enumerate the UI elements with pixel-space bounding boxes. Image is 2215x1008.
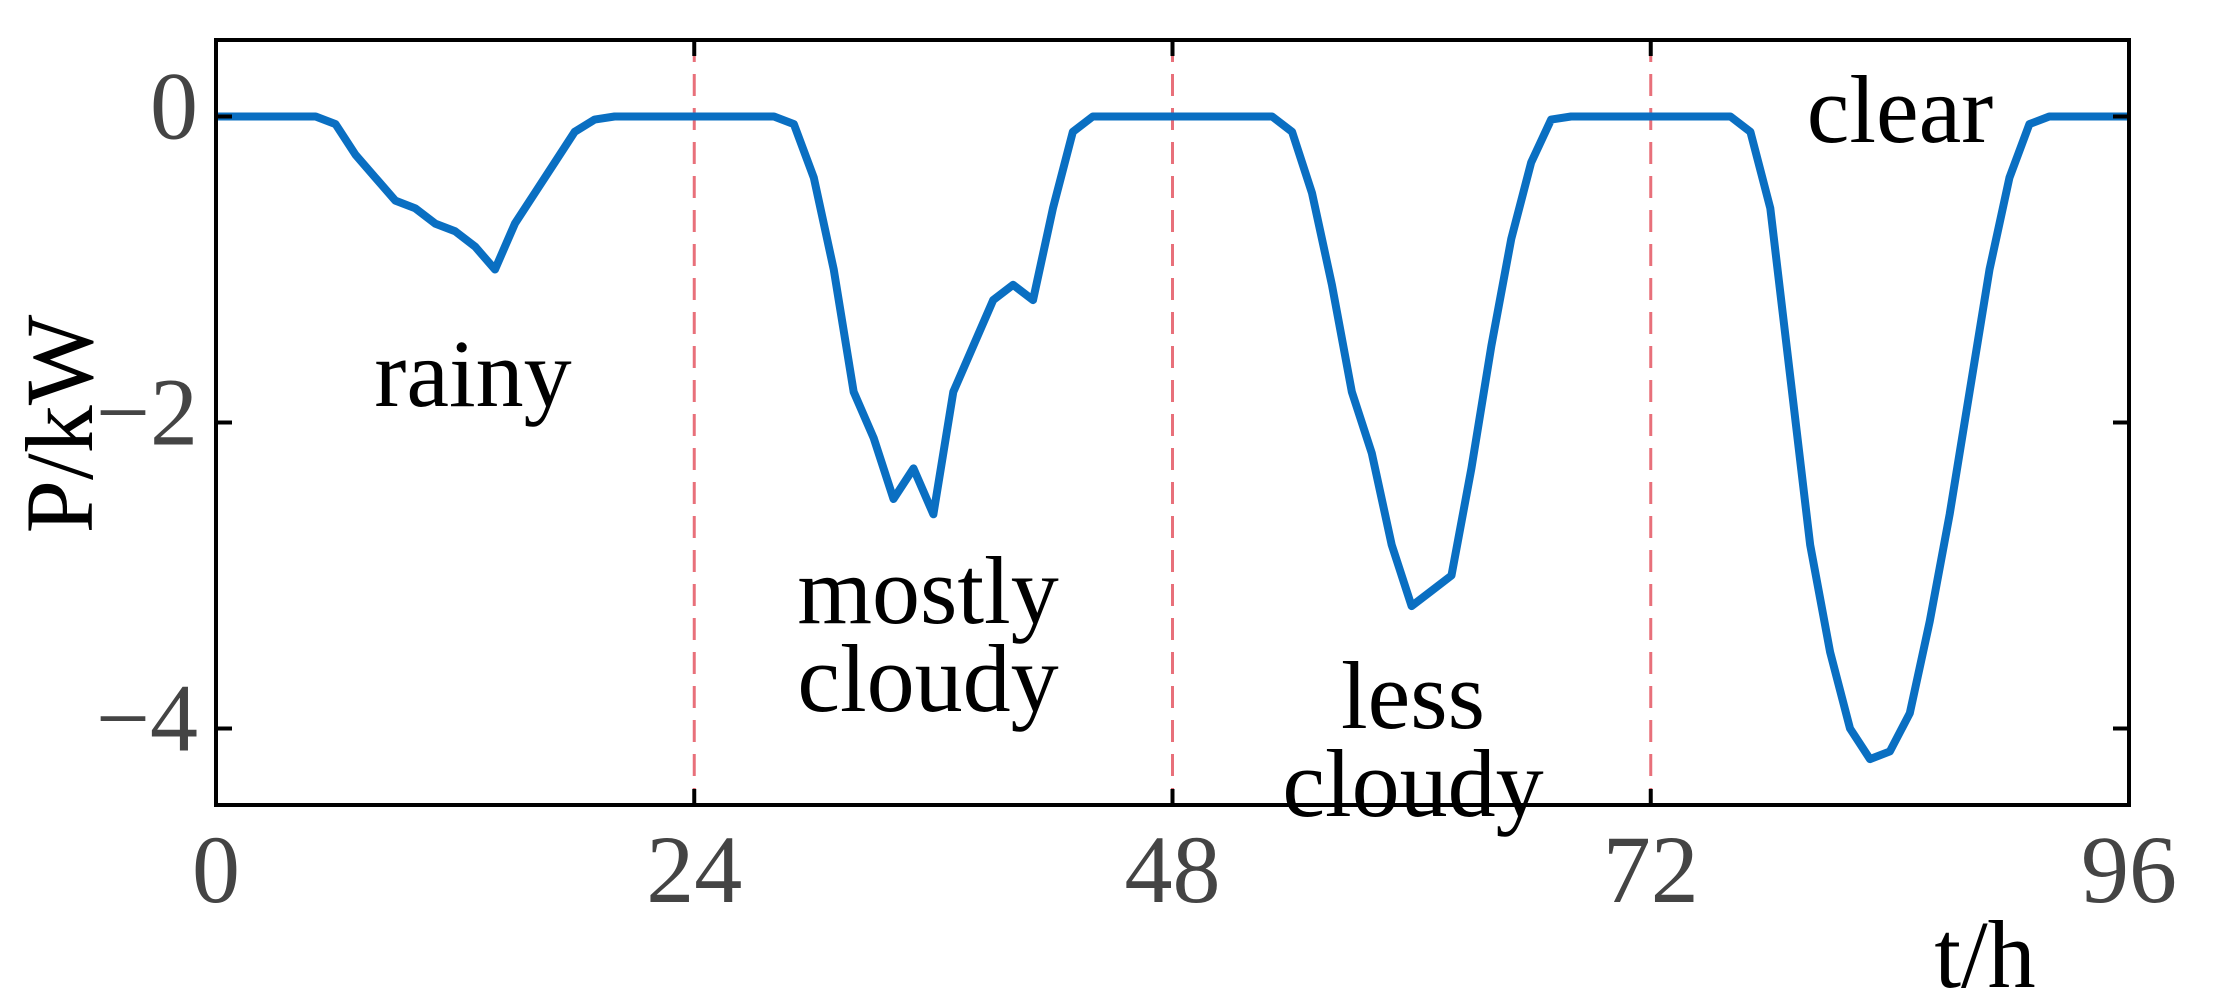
y-axis-label: P/kW bbox=[6, 314, 113, 533]
x-tick-label: 0 bbox=[192, 816, 240, 923]
y-tick-label: −4 bbox=[96, 665, 198, 772]
weather-annotation: less cloudy bbox=[1282, 642, 1544, 837]
x-tick-label: 72 bbox=[1603, 816, 1699, 923]
power-line bbox=[216, 112, 2129, 764]
y-tick-label: 0 bbox=[150, 53, 198, 160]
y-tick-label: −2 bbox=[96, 359, 198, 466]
x-tick-label: 96 bbox=[2081, 816, 2177, 923]
weather-annotation: rainy bbox=[374, 320, 572, 427]
x-tick-label: 24 bbox=[646, 816, 742, 923]
x-axis-label: t/h bbox=[1934, 901, 2035, 1008]
weather-annotation: clear bbox=[1806, 56, 1994, 163]
weather-annotation: mostly cloudy bbox=[797, 537, 1059, 732]
x-tick-label: 48 bbox=[1125, 816, 1221, 923]
